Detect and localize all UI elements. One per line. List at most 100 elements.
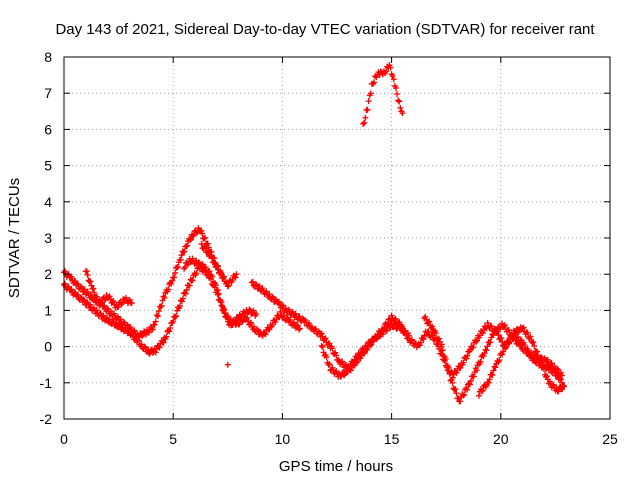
data-point-marker <box>361 350 368 357</box>
data-point-marker <box>527 333 534 340</box>
data-point-marker <box>187 237 194 244</box>
data-point-marker <box>490 367 497 374</box>
x-tick-label: 0 <box>60 431 68 447</box>
data-point-marker <box>209 273 216 280</box>
data-point-marker <box>326 340 333 347</box>
data-point-marker <box>347 367 354 374</box>
data-point-marker <box>170 318 177 325</box>
series-arc-11 <box>360 62 406 127</box>
data-point-marker <box>322 335 329 342</box>
data-point-marker <box>155 343 162 350</box>
series-arc-4 <box>181 255 303 339</box>
data-point-marker <box>202 264 209 271</box>
data-point-marker <box>506 339 513 346</box>
data-point-marker <box>275 313 282 320</box>
data-point-marker <box>374 334 381 341</box>
data-point-marker <box>158 302 165 309</box>
grid-lines <box>64 57 610 419</box>
data-point-marker <box>543 373 550 380</box>
y-tick-label: 5 <box>44 158 52 174</box>
data-point-marker <box>269 293 276 300</box>
data-point-marker <box>84 272 91 279</box>
data-point-marker <box>204 240 211 247</box>
series-arc-5 <box>198 240 240 290</box>
data-point-marker <box>319 344 326 351</box>
x-tick-label: 10 <box>275 431 291 447</box>
data-point-marker <box>187 258 194 265</box>
series-arc-3 <box>82 268 135 311</box>
data-point-marker <box>225 312 232 319</box>
data-point-marker <box>145 329 152 336</box>
data-point-marker <box>333 368 340 375</box>
data-point-marker <box>215 290 222 297</box>
data-point-marker <box>224 283 231 290</box>
data-point-marker <box>156 344 163 351</box>
data-point-marker <box>392 85 399 92</box>
data-point-marker <box>473 338 480 345</box>
data-point-marker <box>397 104 404 111</box>
data-point-marker <box>181 248 188 255</box>
data-point-marker <box>502 345 509 352</box>
data-point-marker <box>417 339 424 346</box>
data-point-marker <box>262 331 269 338</box>
data-point-marker <box>555 367 562 374</box>
data-point-marker <box>499 351 506 358</box>
data-point-marker <box>198 227 205 234</box>
data-point-marker <box>399 323 406 330</box>
data-point-marker <box>486 376 493 383</box>
data-point-marker <box>425 328 432 335</box>
data-point-marker <box>354 358 361 365</box>
y-axis-label: SDTVAR / TECUs <box>6 178 23 298</box>
data-point-marker <box>244 314 251 321</box>
data-point-marker <box>484 343 491 350</box>
data-point-marker <box>333 352 340 359</box>
data-point-marker <box>558 372 565 379</box>
data-point-marker <box>511 330 518 337</box>
x-tick-label: 15 <box>384 431 400 447</box>
data-point-marker <box>187 236 194 243</box>
data-point-marker <box>113 320 120 327</box>
data-point-marker <box>218 299 225 306</box>
data-point-marker <box>339 358 346 365</box>
data-point-marker <box>171 274 178 281</box>
data-point-marker <box>172 313 179 320</box>
data-point-marker <box>503 342 510 349</box>
data-point-marker <box>157 303 164 310</box>
data-point-marker <box>119 300 126 307</box>
data-point-marker <box>189 232 196 239</box>
data-point-marker <box>460 392 467 399</box>
data-point-marker <box>306 320 313 327</box>
data-point-marker <box>466 381 473 388</box>
data-point-marker <box>114 313 121 320</box>
data-point-marker <box>292 310 299 317</box>
data-point-marker <box>117 316 124 323</box>
data-point-marker <box>496 357 503 364</box>
data-point-marker <box>464 352 471 359</box>
data-point-marker <box>152 318 159 325</box>
data-point-marker <box>399 110 406 117</box>
data-point-marker <box>534 348 541 355</box>
axis-ticks: -2 -1 0 1 2 3 4 5 6 7 8 0 5 10 15 20 25 <box>40 49 618 447</box>
data-point-marker <box>110 298 117 305</box>
data-point-marker <box>129 330 136 337</box>
data-point-marker <box>505 327 512 334</box>
data-point-marker <box>442 356 449 363</box>
data-point-marker <box>448 376 455 383</box>
data-point-marker <box>202 245 209 252</box>
data-point-marker <box>487 339 494 346</box>
data-point-marker <box>106 293 113 300</box>
data-point-marker <box>214 286 221 293</box>
data-point-marker <box>364 106 371 113</box>
data-point-marker <box>485 379 492 386</box>
data-point-marker <box>480 353 487 360</box>
data-point-marker <box>318 330 325 337</box>
data-point-marker <box>554 365 561 372</box>
data-point-marker <box>515 339 522 346</box>
data-point-marker <box>323 354 330 361</box>
data-point-marker <box>332 349 339 356</box>
data-point-marker <box>537 356 544 363</box>
data-point-marker <box>546 378 553 385</box>
data-point-marker <box>508 333 515 340</box>
data-point-marker <box>169 277 176 284</box>
